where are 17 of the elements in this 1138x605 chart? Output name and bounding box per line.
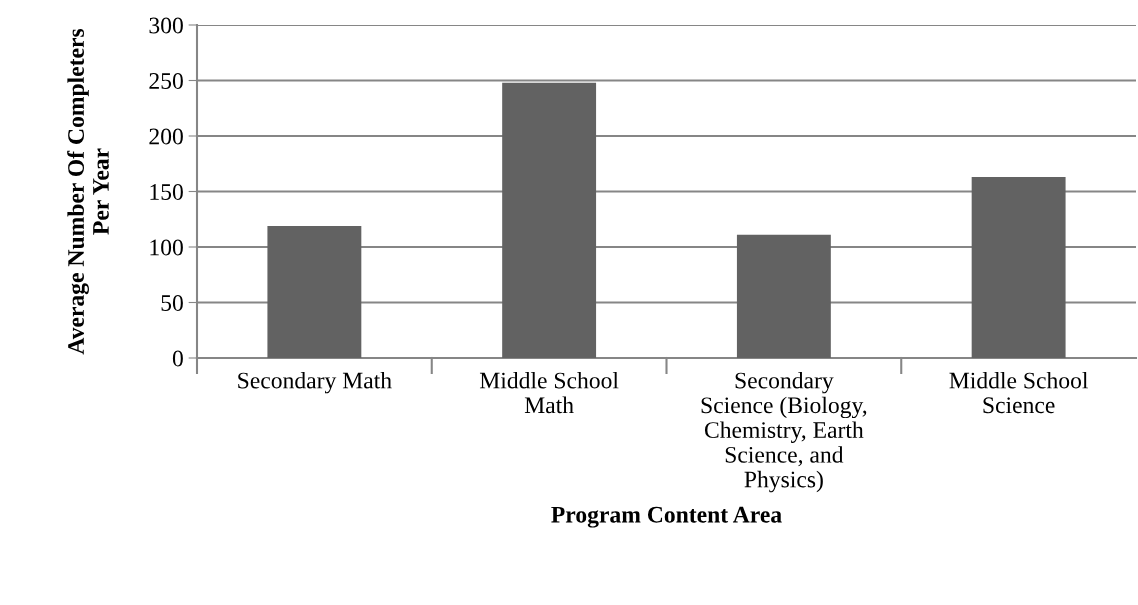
x-axis-title: Program Content Area: [551, 506, 782, 528]
x-tick-label: Secondary Math: [238, 371, 392, 394]
y-tick-label: 250: [149, 72, 183, 89]
y-tick-label: 150: [150, 183, 183, 200]
y-tick-label: 0: [172, 350, 183, 367]
x-tick-label: Middle School Science: [949, 371, 1088, 414]
y-tick-label: 100: [150, 239, 183, 256]
bar: [502, 82, 597, 358]
bar: [971, 177, 1066, 358]
x-tick-label: Secondary Science (Biology, Chemistry, Earth Science, and Physics): [701, 371, 867, 493]
bar: [736, 234, 831, 358]
y-tick-label: 300: [149, 17, 183, 34]
x-tick-label: Middle School Math: [479, 371, 619, 414]
y-tick-label: 50: [161, 294, 183, 311]
bar: [267, 225, 362, 358]
y-tick-label: 200: [149, 128, 183, 145]
y-axis-title: Average Number Of Completers Per Year: [67, 28, 109, 355]
